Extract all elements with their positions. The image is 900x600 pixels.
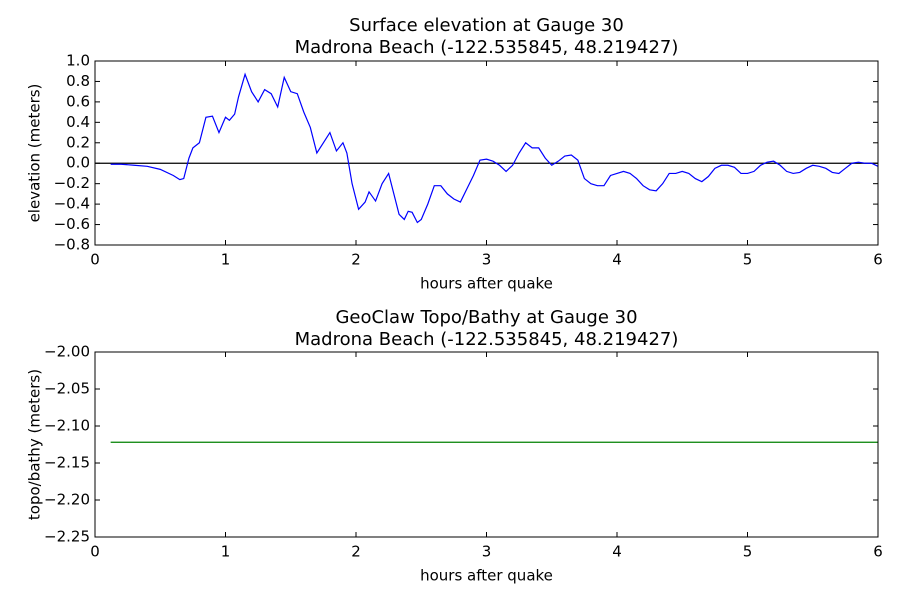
x-tick-label: 6: [873, 251, 883, 269]
x-tick-label: 2: [351, 251, 361, 269]
x-tick-label: 2: [351, 543, 361, 561]
y-tick-label: −0.6: [54, 215, 90, 233]
y-tick-label: −2.15: [44, 454, 90, 472]
y-tick-label: 0.4: [66, 113, 90, 131]
y-tick-label: −0.8: [54, 236, 90, 254]
y-tick-label: 0.0: [66, 154, 90, 172]
y-tick-label: −2.00: [44, 343, 90, 361]
x-tick-label: 5: [743, 251, 753, 269]
x-tick-label: 6: [873, 543, 883, 561]
y-tick-label: −2.10: [44, 417, 90, 435]
x-tick-label: 4: [612, 251, 622, 269]
plot-frame: [94, 60, 879, 246]
y-tick-label: 0.8: [66, 72, 90, 90]
y-tick-label: −2.05: [44, 380, 90, 398]
x-tick-label: 0: [90, 251, 100, 269]
x-tick-label: 3: [482, 251, 492, 269]
y-tick-label: −0.2: [54, 174, 90, 192]
x-tick-label: 1: [221, 251, 231, 269]
y-tick-label: −2.20: [44, 491, 90, 509]
data-line: [110, 72, 879, 224]
y-axis-label: elevation (meters): [26, 84, 44, 223]
plot-frame: [94, 351, 879, 538]
chart-subtitle: Madrona Beach (-122.535845, 48.219427): [295, 329, 679, 350]
x-axis-label: hours after quake: [420, 275, 553, 293]
chart-title: Surface elevation at Gauge 30: [349, 15, 624, 36]
y-axis-label: topo/bathy (meters): [26, 369, 44, 520]
x-tick-label: 4: [612, 543, 622, 561]
x-tick-label: 3: [482, 543, 492, 561]
y-tick-label: 1.0: [66, 52, 90, 70]
y-tick-label: 0.2: [66, 133, 90, 151]
y-tick-label: −2.25: [44, 528, 90, 546]
x-tick-label: 1: [221, 543, 231, 561]
y-tick-label: −0.4: [54, 195, 90, 213]
x-axis-label: hours after quake: [420, 567, 553, 585]
y-tick-label: 0.6: [66, 92, 90, 110]
x-tick-label: 0: [90, 543, 100, 561]
chart-subtitle: Madrona Beach (-122.535845, 48.219427): [295, 37, 679, 58]
x-tick-label: 5: [743, 543, 753, 561]
chart-title: GeoClaw Topo/Bathy at Gauge 30: [335, 307, 637, 328]
